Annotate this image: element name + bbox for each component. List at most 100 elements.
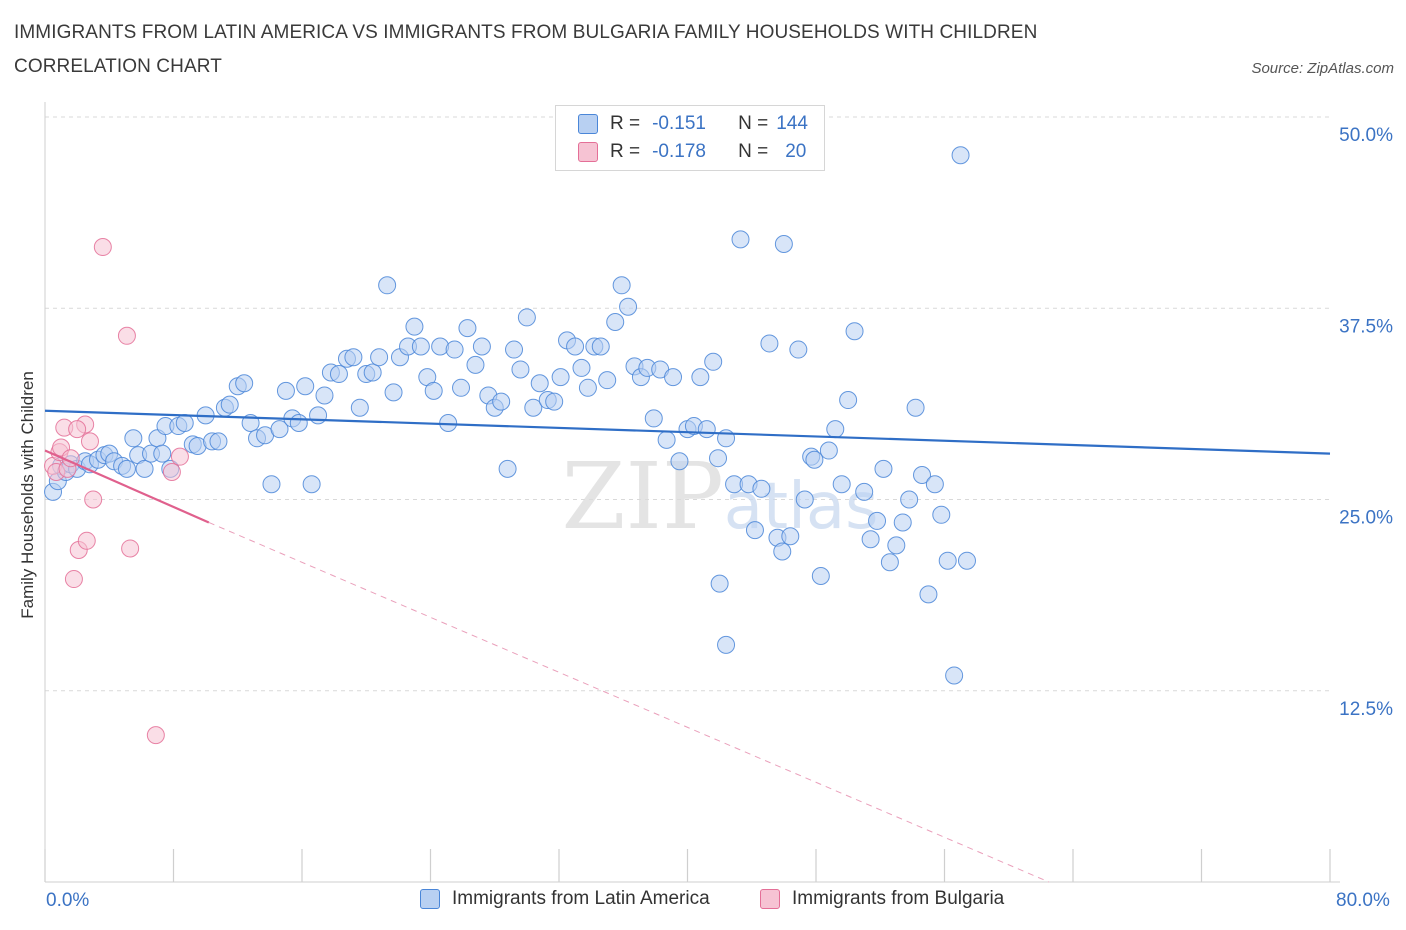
x-tick-min: 0.0% <box>46 890 90 911</box>
latin-point-108 <box>745 521 764 540</box>
latin-point-85 <box>591 337 610 356</box>
latin-point-124 <box>855 482 874 501</box>
stats-legend-row-latin: R = -0.151 N = 144 <box>578 110 808 138</box>
latin-point-60 <box>424 381 443 400</box>
bulgaria-trend-line <box>44 449 210 524</box>
latin-point-142 <box>717 635 736 654</box>
latin-point-113 <box>781 527 800 546</box>
latin-n-label: N = <box>738 113 769 134</box>
latin-point-93 <box>644 409 663 428</box>
bulgaria-point-13 <box>93 238 112 257</box>
x-tick-max: 80.0% <box>1336 890 1390 911</box>
y-tick-label-2: 37.5% <box>1339 316 1393 337</box>
y-tick-label-1: 25.0% <box>1339 508 1393 529</box>
latin-point-89 <box>619 297 638 316</box>
legend-item-bulgaria[interactable]: Immigrants from Bulgaria <box>760 888 1004 910</box>
latin-point-128 <box>880 553 899 572</box>
y-tick-label-3: 50.0% <box>1339 125 1393 146</box>
bulgaria-points <box>44 238 189 745</box>
latin-point-44 <box>315 386 334 405</box>
latin-point-43 <box>309 406 328 425</box>
latin-point-143 <box>773 542 792 561</box>
y-tick-label-0: 12.5% <box>1339 699 1393 720</box>
bulgaria-point-14 <box>117 326 136 345</box>
bulgaria-point-19 <box>68 420 87 439</box>
bulgaria-r-value: -0.178 <box>652 141 706 162</box>
latin-point-48 <box>344 348 363 367</box>
latin-point-65 <box>458 319 477 338</box>
latin-point-64 <box>452 378 471 397</box>
latin-point-16 <box>135 459 154 478</box>
latin-point-86 <box>598 371 617 390</box>
latin-point-71 <box>498 459 517 478</box>
latin-point-126 <box>868 511 887 530</box>
latin-point-96 <box>664 368 683 387</box>
watermark-zip: ZIP <box>562 443 724 550</box>
latin-point-95 <box>657 430 676 449</box>
latin-point-40 <box>289 414 308 432</box>
latin-point-139 <box>951 146 970 165</box>
bulgaria-n-label: N = <box>738 141 769 162</box>
latin-point-82 <box>572 358 591 377</box>
bulgaria-point-16 <box>162 462 181 481</box>
latin-point-53 <box>378 276 397 295</box>
latin-swatch-icon <box>578 114 598 134</box>
latin-point-23 <box>175 414 194 432</box>
latin-point-134 <box>919 585 938 604</box>
latin-point-122 <box>839 391 858 410</box>
bulgaria-swatch-icon <box>578 142 598 162</box>
latin-point-123 <box>845 322 864 341</box>
latin-point-58 <box>411 337 430 356</box>
latin-point-88 <box>612 276 631 295</box>
latin-point-54 <box>384 383 403 402</box>
latin-point-138 <box>945 666 964 685</box>
latin-point-83 <box>578 378 597 397</box>
latin-point-97 <box>670 452 689 471</box>
latin-point-51 <box>363 363 382 382</box>
series-legend: Immigrants from Latin America Immigrants… <box>0 888 1406 916</box>
latin-point-125 <box>861 530 880 549</box>
latin-point-100 <box>691 368 710 387</box>
legend-bulgaria-swatch-icon <box>760 889 780 909</box>
latin-point-13 <box>117 459 136 478</box>
latin-point-46 <box>329 365 348 384</box>
latin-point-121 <box>832 475 851 494</box>
latin-r-label: R = <box>610 113 641 134</box>
latin-point-30 <box>220 395 239 414</box>
latin-point-37 <box>270 420 289 439</box>
latin-point-76 <box>530 374 549 393</box>
bulgaria-n-value: 20 <box>785 141 807 162</box>
latin-point-74 <box>517 308 536 327</box>
latin-point-78 <box>545 392 564 411</box>
latin-point-57 <box>405 317 424 336</box>
latin-point-109 <box>752 479 771 498</box>
latin-point-110 <box>760 334 779 353</box>
latin-point-81 <box>566 337 585 356</box>
latin-point-52 <box>370 348 389 367</box>
bulgaria-point-12 <box>84 490 103 509</box>
latin-point-118 <box>811 567 830 585</box>
bulgaria-point-17 <box>170 447 189 466</box>
latin-point-41 <box>296 377 315 396</box>
latin-point-63 <box>445 340 464 359</box>
legend-item-latin[interactable]: Immigrants from Latin America <box>420 888 710 910</box>
latin-point-132 <box>906 398 925 417</box>
bulgaria-point-7 <box>64 570 83 589</box>
latin-n-value: 144 <box>776 113 808 134</box>
latin-point-135 <box>925 475 944 494</box>
latin-point-112 <box>774 234 793 253</box>
latin-point-66 <box>466 355 485 374</box>
latin-point-133 <box>913 466 932 485</box>
latin-america-points <box>44 146 976 685</box>
bulgaria-r-label: R = <box>610 141 641 162</box>
latin-point-141 <box>710 574 729 593</box>
latin-point-14 <box>124 429 143 448</box>
latin-point-28 <box>209 432 228 451</box>
latin-point-130 <box>893 513 912 532</box>
latin-point-49 <box>350 398 369 417</box>
latin-point-36 <box>262 475 281 494</box>
latin-point-72 <box>505 340 524 359</box>
bulgaria-point-11 <box>80 432 99 451</box>
latin-point-87 <box>606 313 625 332</box>
